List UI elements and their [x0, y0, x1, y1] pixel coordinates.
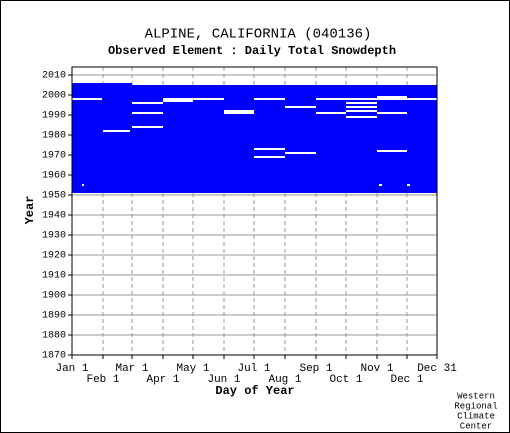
missing-gap [377, 112, 407, 114]
missing-gap [407, 184, 410, 186]
y-tick-label: 1960 [42, 171, 66, 182]
footer-line: Western [457, 391, 495, 401]
y-tick-label: 1900 [42, 291, 66, 302]
missing-gap [254, 156, 285, 158]
y-tick-label: 1880 [42, 331, 66, 342]
footer-line: Regional [454, 401, 497, 411]
x-axis-label: Day of Year [215, 384, 294, 398]
missing-gap [132, 112, 163, 114]
chart-subtitle: Observed Element : Daily Total Snowdepth [108, 44, 396, 58]
y-tick-label: 1910 [42, 271, 66, 282]
missing-gap [254, 148, 285, 150]
plot-border [71, 66, 438, 356]
x-tick-label: Oct 1 [329, 374, 362, 386]
y-tick-label: 1990 [42, 111, 66, 122]
x-tick-label: Apr 1 [146, 374, 179, 386]
chart-title: ALPINE, CALIFORNIA (040136) [145, 27, 372, 43]
missing-gap [132, 102, 163, 104]
x-tick-label: Jul 1 [237, 363, 270, 375]
missing-gap [346, 98, 377, 100]
y-tick-label: 1980 [42, 131, 66, 142]
coverage-block [72, 83, 132, 193]
missing-gap [193, 98, 224, 100]
x-tick-label: Feb 1 [86, 374, 119, 386]
missing-gap [285, 152, 316, 154]
y-tick-label: 1940 [42, 211, 66, 222]
footer-line: Climate [457, 411, 495, 421]
x-tick-label: Jun 1 [207, 374, 240, 386]
x-tick-label: May 1 [176, 363, 209, 375]
y-tick-label: 2010 [42, 71, 66, 82]
coverage-block [132, 85, 437, 193]
missing-gap [379, 184, 382, 186]
missing-gap [346, 116, 377, 118]
missing-gap [377, 96, 407, 98]
missing-gap [72, 98, 102, 100]
missing-gap [103, 130, 130, 132]
missing-gap [254, 98, 285, 100]
missing-gap [316, 98, 346, 100]
missing-gap [346, 106, 377, 108]
missing-gap [407, 98, 437, 100]
x-tick-label: Mar 1 [115, 363, 148, 375]
x-tick-label: Nov 1 [360, 363, 393, 375]
x-tick-label: Aug 1 [268, 374, 301, 386]
missing-gap [346, 110, 377, 112]
y-tick-label: 1930 [42, 231, 66, 242]
x-tick-label: Sep 1 [299, 363, 332, 375]
missing-gap [377, 98, 407, 100]
y-tick-label: 2000 [42, 91, 66, 102]
missing-gap [285, 106, 316, 108]
y-axis-label: Year [23, 196, 37, 225]
missing-gap [224, 110, 254, 112]
y-tick-label: 1950 [42, 191, 66, 202]
missing-gap [316, 112, 346, 114]
y-tick-label: 1920 [42, 251, 66, 262]
missing-gap [82, 184, 84, 186]
missing-gap [163, 100, 193, 102]
y-tick-label: 1890 [42, 311, 66, 322]
footer-line: Center [460, 421, 492, 431]
missing-gap [346, 102, 377, 104]
missing-gap [132, 126, 163, 128]
x-tick-label: Jan 1 [55, 363, 88, 375]
y-tick-label: 1870 [42, 351, 66, 362]
y-tick-label: 1970 [42, 151, 66, 162]
x-tick-label: Dec 1 [390, 374, 423, 386]
missing-gap [377, 150, 407, 152]
missing-gap [163, 98, 193, 100]
missing-gap [224, 112, 254, 114]
x-tick-label: Dec 31 [417, 363, 457, 375]
